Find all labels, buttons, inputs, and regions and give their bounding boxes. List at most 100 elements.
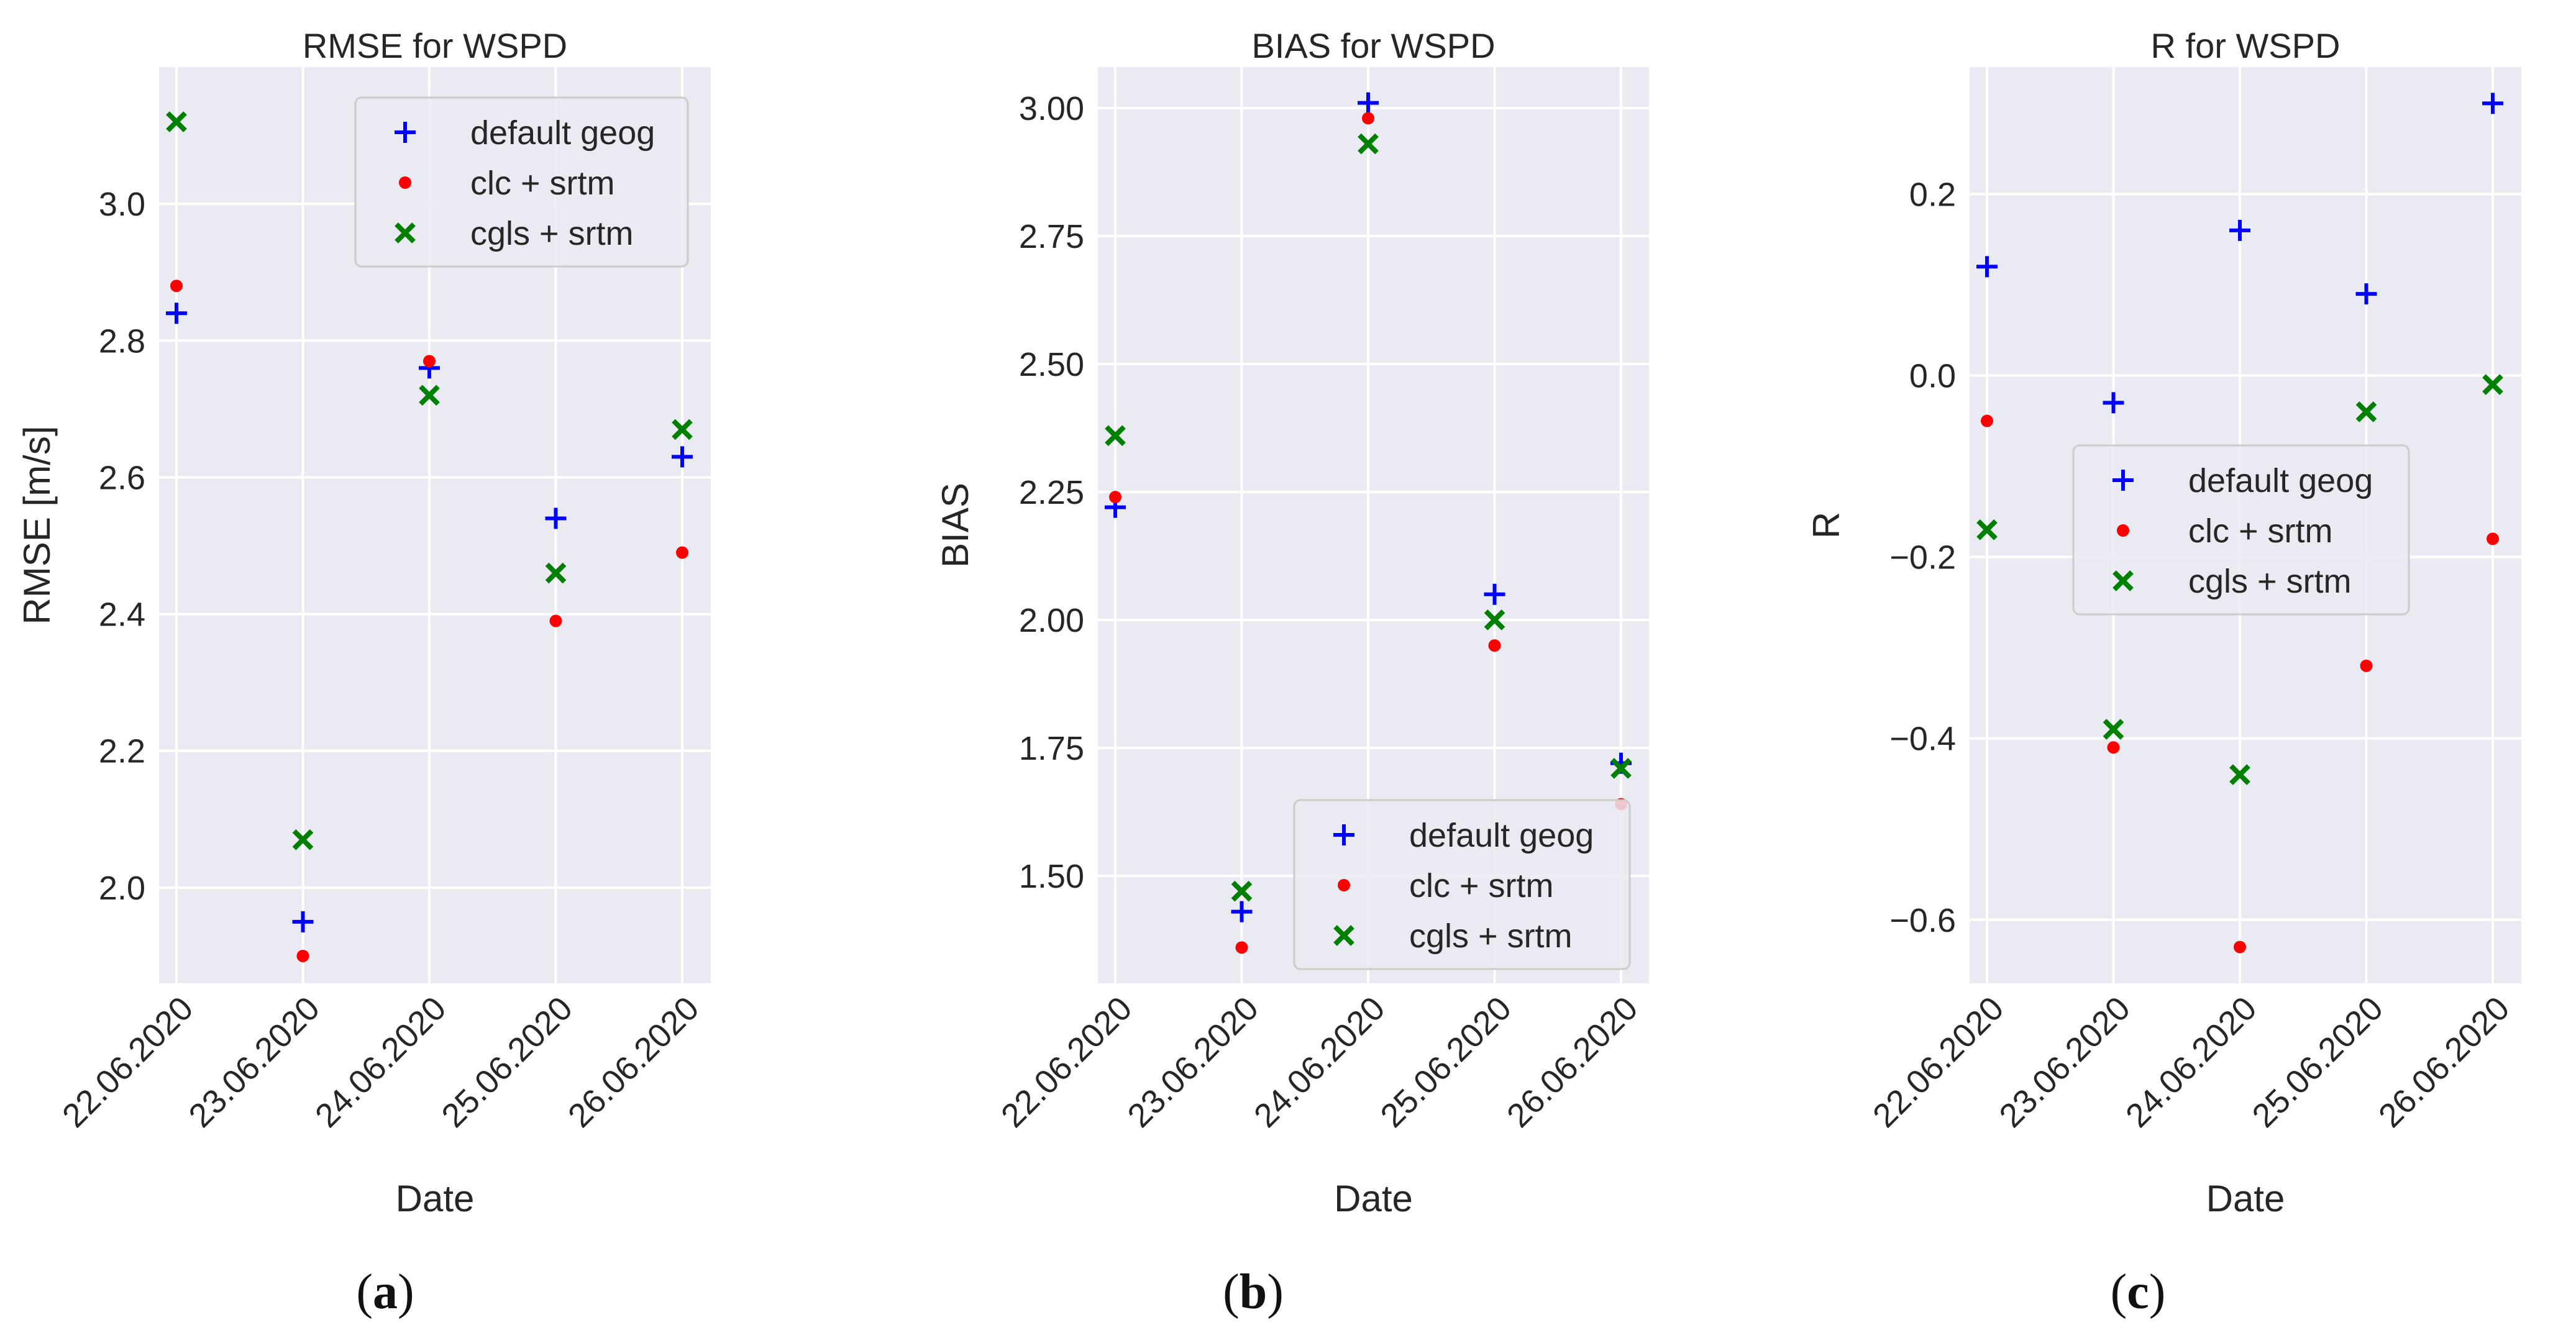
data-point [2234, 940, 2246, 954]
data-point [672, 446, 693, 468]
legend-marker [395, 222, 416, 244]
panel-label-a: (a) [356, 1265, 414, 1319]
x-tick-label: 22.06.2020 [55, 990, 201, 1135]
legend-label: cgls + srtm [470, 215, 634, 252]
legend-marker [2112, 570, 2134, 591]
data-point [1235, 941, 1248, 954]
chart-title: BIAS for WSPD [1251, 26, 1495, 65]
legend-label: default geog [470, 114, 655, 152]
y-tick-label: 2.6 [99, 459, 145, 496]
panel-label-c: (c) [2110, 1265, 2166, 1319]
y-tick-label: 3.0 [99, 186, 145, 223]
data-point [545, 562, 567, 584]
chart-title: R for WSPD [2151, 26, 2341, 65]
data-point [1981, 414, 1993, 427]
x-tick-label: 23.06.2020 [1120, 990, 1266, 1135]
y-tick-label: 1.50 [1019, 858, 1084, 895]
y-tick-label: 2.2 [99, 733, 145, 770]
data-point [1976, 519, 1998, 540]
x-axis-label: Date [396, 1178, 475, 1219]
data-point [419, 385, 440, 406]
data-point [1109, 491, 1121, 504]
data-point [2360, 659, 2373, 672]
y-tick-label: 2.75 [1019, 218, 1084, 255]
x-axis-label: Date [1334, 1178, 1413, 1219]
chart-panel-b: 1.50 1.75 2.00 2.25 2.50 2.75 3.00 22.06.202023… [934, 26, 1649, 1219]
y-axis-label: R [1806, 512, 1847, 539]
y-tick-label: 0.2 [1909, 176, 1956, 213]
legend-label: default geog [1409, 817, 1594, 854]
data-point [1358, 133, 1379, 155]
data-point [2355, 401, 2377, 422]
x-tick-label: 25.06.2020 [2245, 990, 2390, 1135]
y-axis-label: RMSE [m/s] [16, 426, 58, 624]
x-tick-label: 23.06.2020 [1992, 990, 2137, 1135]
legend-marker [399, 176, 411, 189]
data-point [1358, 92, 1379, 114]
data-point [1610, 758, 1632, 779]
y-axis-label: BIAS [934, 483, 976, 568]
x-tick-label: 26.06.2020 [2372, 990, 2517, 1135]
x-tick-label: 24.06.2020 [1247, 990, 1392, 1135]
data-point [545, 508, 567, 529]
legend-label: default geog [2188, 462, 2373, 499]
x-tick-label: 25.06.2020 [1373, 990, 1519, 1135]
data-point [1362, 112, 1374, 125]
legend-marker [395, 122, 416, 143]
y-tick-label: 2.0 [99, 870, 145, 907]
chart-panel-a: 2.0 2.2 2.4 2.6 2.8 3.0 22.06.202023.06.202024… [16, 26, 711, 1219]
legend-label: cgls + srtm [2188, 563, 2352, 600]
data-point [1976, 256, 1998, 278]
chart-panel-c: −0.6 −0.4 −0.2 0.0 0.2 22.06.202023.06.202024… [1806, 26, 2521, 1219]
data-point [292, 829, 314, 850]
data-point [166, 303, 187, 324]
data-point [1488, 639, 1501, 652]
data-point [2229, 219, 2250, 241]
x-tick-label: 26.06.2020 [561, 990, 706, 1135]
data-point [2482, 93, 2503, 114]
data-point [2229, 764, 2250, 785]
legend-label: clc + srtm [1409, 867, 1554, 904]
data-point [672, 419, 693, 440]
data-point [1484, 609, 1505, 631]
legend-marker [2117, 524, 2129, 537]
x-tick-label: 22.06.2020 [994, 990, 1140, 1135]
x-tick-label: 22.06.2020 [1866, 990, 2011, 1135]
y-tick-label: 0.0 [1909, 358, 1956, 395]
legend-marker [1338, 879, 1350, 891]
x-tick-label: 26.06.2020 [1500, 990, 1645, 1135]
data-point [2103, 719, 2124, 740]
legend: default geog clc + srtm cgls + srtm [2072, 444, 2410, 616]
data-point [549, 614, 562, 627]
y-tick-label: 2.4 [99, 596, 145, 634]
y-tick-label: −0.2 [1889, 539, 1956, 576]
legend: default geog clc + srtm cgls + srtm [1293, 799, 1631, 970]
legend-label: clc + srtm [2188, 512, 2333, 550]
data-point [1484, 583, 1505, 605]
data-point [2355, 283, 2377, 305]
legend-marker [1333, 824, 1354, 845]
chart-title: RMSE for WSPD [303, 26, 567, 65]
legend-marker [2112, 470, 2134, 491]
y-tick-label: −0.4 [1889, 721, 1956, 758]
y-tick-label: 2.50 [1019, 346, 1084, 383]
y-tick-label: 1.75 [1019, 730, 1084, 767]
data-point [2107, 741, 2120, 754]
x-tick-label: 25.06.2020 [434, 990, 580, 1135]
legend-label: clc + srtm [470, 165, 615, 202]
y-tick-label: 2.00 [1019, 602, 1084, 639]
x-tick-label: 23.06.2020 [181, 990, 327, 1135]
legend: default geog clc + srtm cgls + srtm [354, 96, 689, 268]
data-point [292, 911, 314, 932]
data-point [1231, 901, 1253, 922]
data-point [1231, 880, 1253, 902]
data-point [166, 111, 187, 132]
data-point [296, 949, 309, 962]
legend-marker [1333, 925, 1354, 946]
data-point [676, 546, 688, 559]
data-point [2487, 532, 2499, 545]
y-tick-label: 2.8 [99, 322, 145, 360]
data-point [170, 280, 183, 293]
